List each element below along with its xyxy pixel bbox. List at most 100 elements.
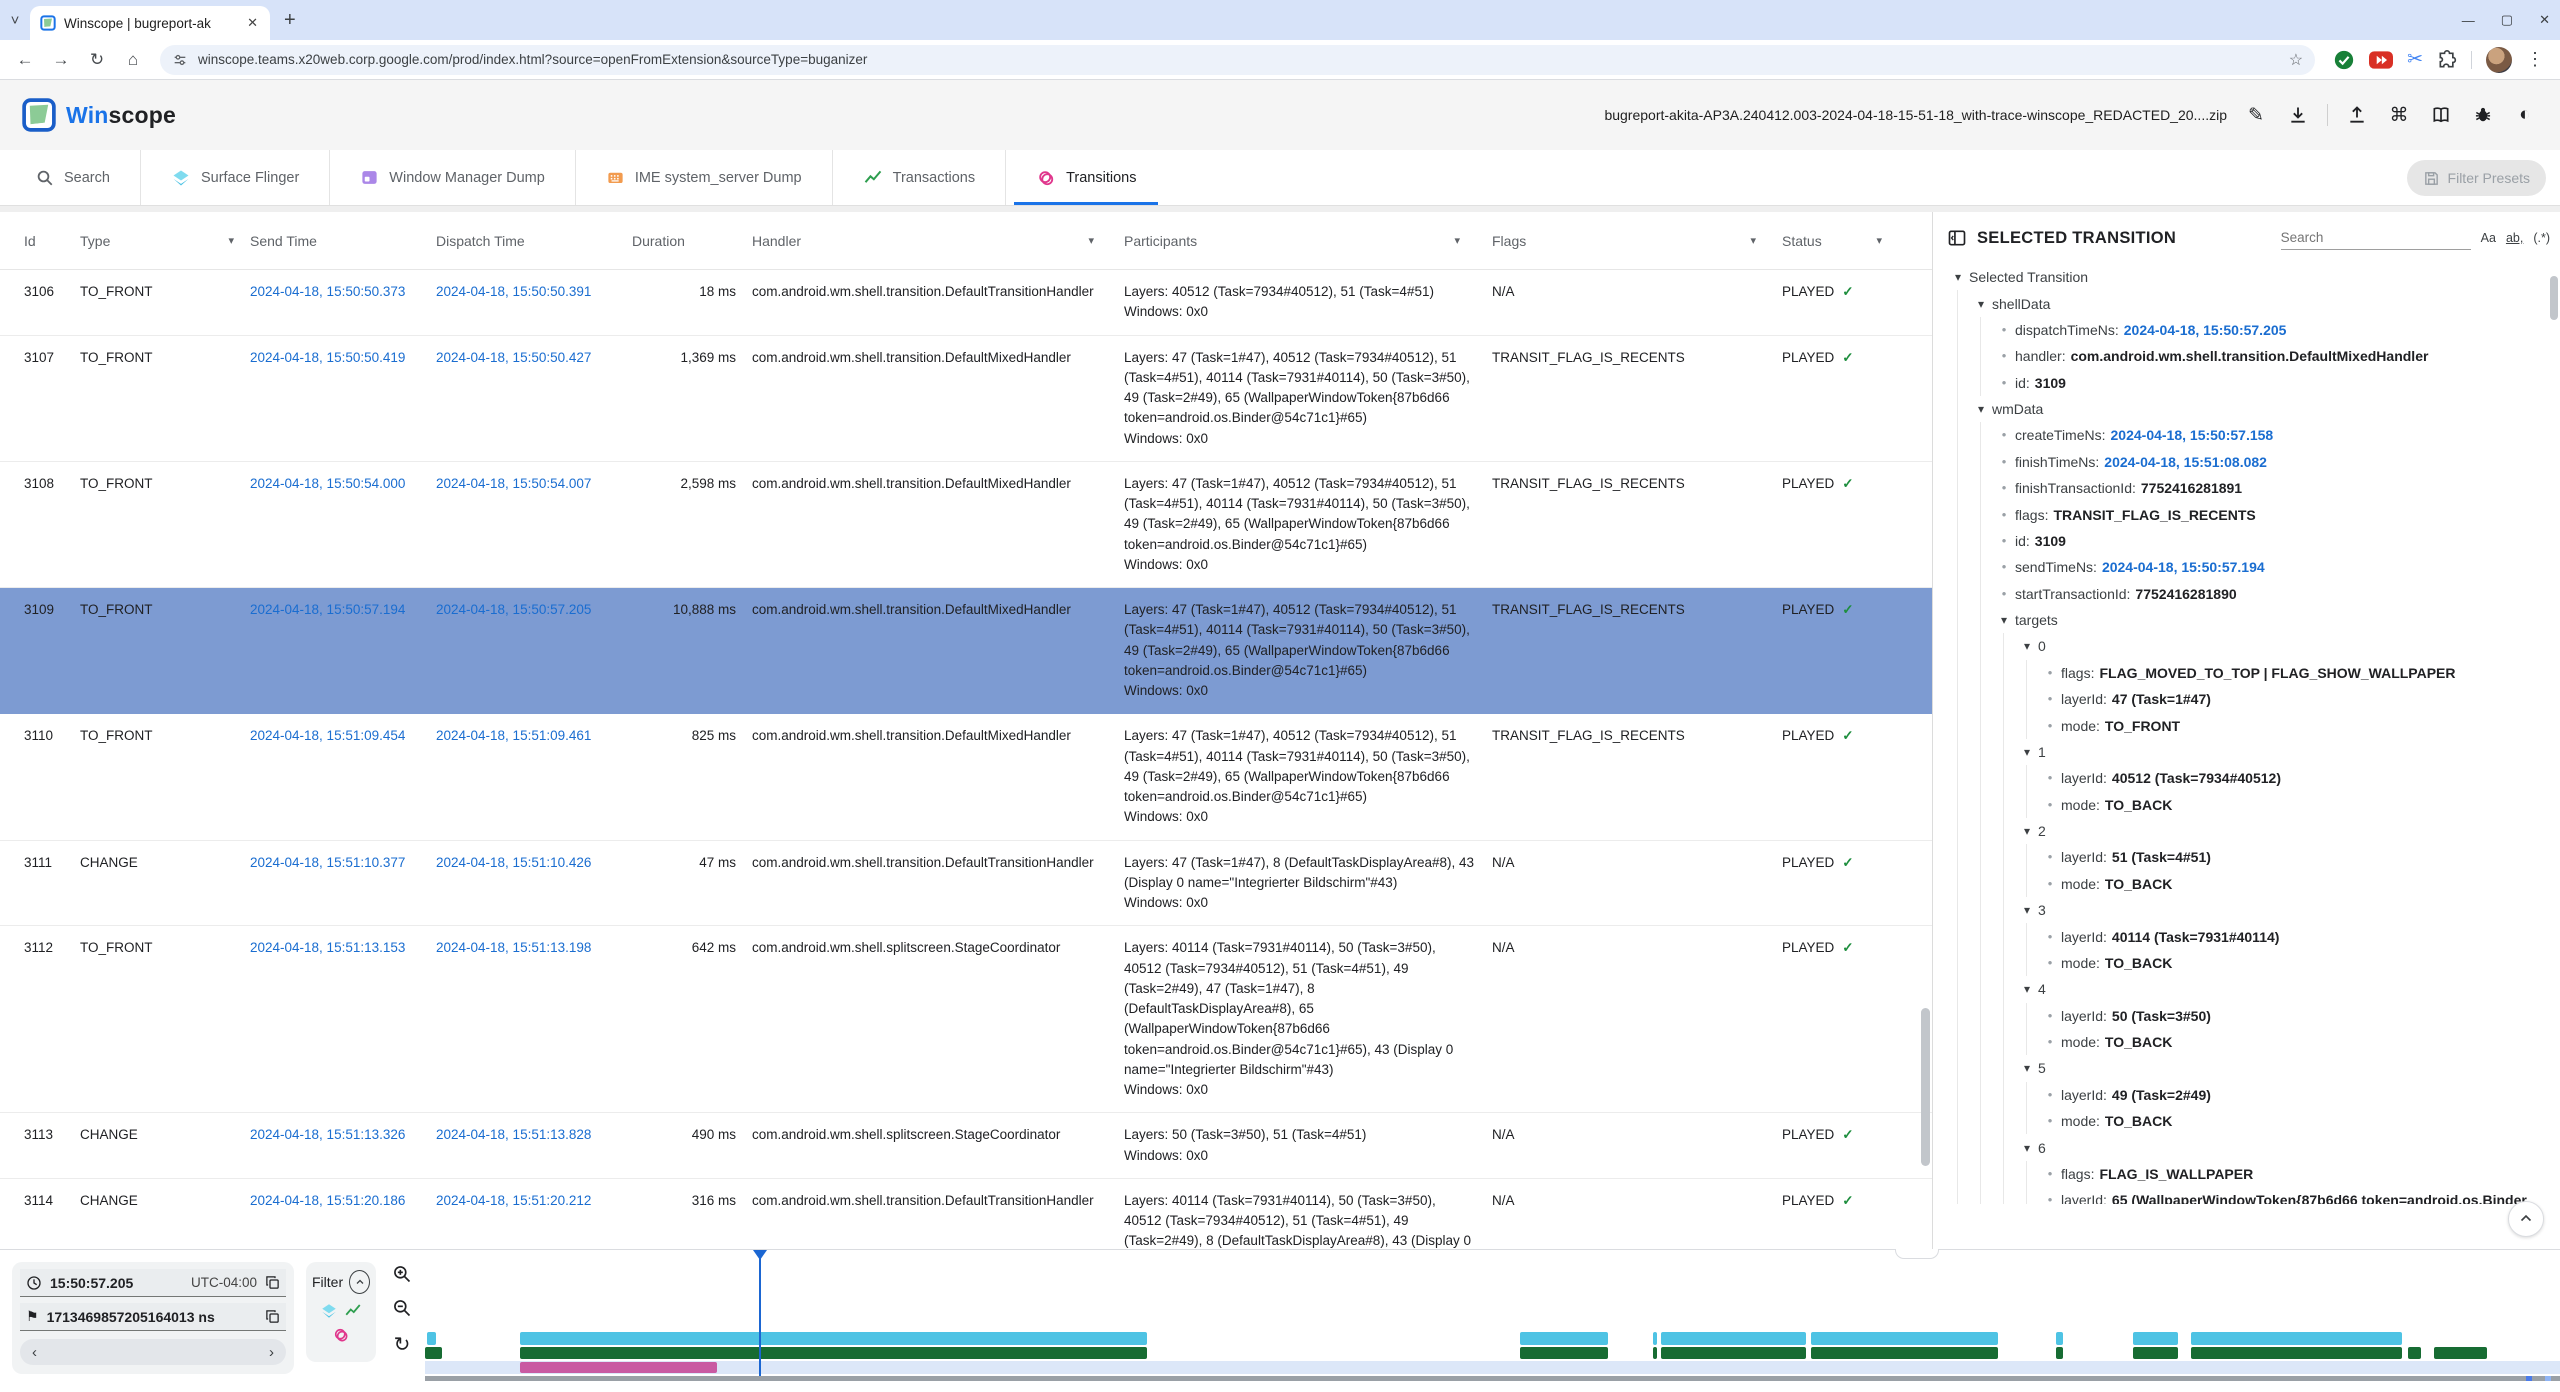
timeline-segment-transactions[interactable] bbox=[2056, 1347, 2063, 1359]
table-row[interactable]: 3114 CHANGE 2024-04-18, 15:51:20.186 2024-0… bbox=[0, 1179, 1932, 1248]
tree-node[interactable]: ▾ 5 bbox=[2016, 1055, 2550, 1081]
table-row[interactable]: 3108 TO_FRONT 2024-04-18, 15:50:54.000 2024… bbox=[0, 462, 1932, 588]
tree-node[interactable]: • dispatchTimeNs: 2024-04-18, 15:50:57.205 bbox=[1993, 317, 2550, 343]
window-close-button[interactable]: ✕ bbox=[2539, 12, 2550, 27]
dispatch-time-link[interactable]: 2024-04-18, 15:50:54.007 bbox=[436, 475, 592, 491]
timeline-segment-surface-flinger[interactable] bbox=[1652, 1332, 1657, 1345]
table-row[interactable]: 3110 TO_FRONT 2024-04-18, 15:51:09.454 2024… bbox=[0, 714, 1932, 841]
timeline-scrollbar[interactable] bbox=[425, 1376, 2560, 1381]
timeline-segment-surface-flinger[interactable] bbox=[1661, 1332, 1807, 1345]
tab-surface-flinger[interactable]: Surface Flinger bbox=[139, 150, 329, 205]
edit-file-icon[interactable]: ✎ bbox=[2248, 104, 2264, 126]
match-case-icon[interactable]: Aa bbox=[2480, 231, 2496, 245]
table-row[interactable]: 3113 CHANGE 2024-04-18, 15:51:13.326 2024-0… bbox=[0, 1113, 1932, 1179]
browser-tab[interactable]: Winscope | bugreport-ak ✕ bbox=[30, 6, 270, 40]
timeline-row-transactions[interactable] bbox=[425, 1347, 2560, 1359]
zoom-in-button[interactable] bbox=[392, 1264, 412, 1284]
timeline-row-surface-flinger[interactable] bbox=[425, 1332, 2560, 1345]
filter-presets-button[interactable]: Filter Presets bbox=[2406, 160, 2546, 196]
forward-button[interactable]: → bbox=[52, 49, 70, 69]
dispatch-time-link[interactable]: 2024-04-18, 15:51:13.828 bbox=[436, 1127, 592, 1143]
timeline-segment-surface-flinger[interactable] bbox=[2133, 1332, 2178, 1345]
tree-node[interactable]: ▾ wmData bbox=[1970, 396, 2550, 422]
expander-icon[interactable]: ▾ bbox=[1977, 402, 1985, 417]
tree-node[interactable]: ▾ Selected Transition bbox=[1947, 264, 2550, 290]
panel-scrollbar[interactable] bbox=[2550, 276, 2558, 320]
extension-scissors-icon[interactable]: ✂ bbox=[2407, 49, 2423, 70]
zoom-out-button[interactable] bbox=[392, 1298, 412, 1318]
table-scrollbar[interactable] bbox=[1921, 1008, 1930, 1166]
tree-node[interactable]: • layerId: 51 (Task=4#51) bbox=[2039, 844, 2550, 870]
timeline-segment-transactions[interactable] bbox=[425, 1347, 443, 1359]
column-filter-icon[interactable]: ▾ bbox=[1876, 235, 1882, 247]
send-time-link[interactable]: 2024-04-18, 15:51:20.186 bbox=[250, 1192, 406, 1208]
tab-ime-dump[interactable]: IME system_server Dump bbox=[574, 150, 832, 205]
timeline-segment-surface-flinger[interactable] bbox=[520, 1332, 1147, 1345]
tab-search-icon[interactable]: ˅ bbox=[10, 11, 20, 29]
timeline-canvas[interactable] bbox=[425, 1250, 2560, 1386]
column-filter-icon[interactable]: ▾ bbox=[1454, 235, 1460, 247]
filter-collapse-button[interactable] bbox=[349, 1270, 370, 1294]
expander-icon[interactable]: ▾ bbox=[2023, 1140, 2031, 1155]
tree-node[interactable]: • mode: TO_FRONT bbox=[2039, 712, 2550, 738]
timeline-segment-transactions[interactable] bbox=[520, 1347, 1147, 1359]
tree-node[interactable]: • mode: TO_BACK bbox=[2039, 1108, 2550, 1134]
tab-close-icon[interactable]: ✕ bbox=[247, 15, 258, 30]
expander-icon[interactable]: ▾ bbox=[2023, 903, 2031, 918]
extensions-puzzle-icon[interactable] bbox=[2437, 49, 2457, 70]
upload-icon[interactable] bbox=[2344, 102, 2370, 128]
report-bug-icon[interactable] bbox=[2470, 102, 2496, 128]
column-filter-icon[interactable]: ▾ bbox=[1750, 235, 1756, 247]
tree-node[interactable]: • mode: TO_BACK bbox=[2039, 871, 2550, 897]
expander-icon[interactable]: ▾ bbox=[2023, 744, 2031, 759]
extension-video-icon[interactable] bbox=[2369, 50, 2394, 69]
bookmark-star-icon[interactable]: ☆ bbox=[2288, 51, 2304, 69]
next-entry-button[interactable]: › bbox=[269, 1343, 274, 1361]
collapse-panel-icon[interactable] bbox=[1947, 228, 1967, 248]
dispatch-time-link[interactable]: 2024-04-18, 15:51:13.198 bbox=[436, 940, 592, 956]
tree-node[interactable]: • mode: TO_BACK bbox=[2039, 950, 2550, 976]
table-row[interactable]: 3106 TO_FRONT 2024-04-18, 15:50:50.373 2024… bbox=[0, 270, 1932, 336]
tree-node[interactable]: • layerId: 65 (WallpaperWindowToken{87b6d6… bbox=[2039, 1187, 2550, 1204]
tree-node[interactable]: ▾ 1 bbox=[2016, 739, 2550, 765]
dark-mode-toggle-icon[interactable]: ◐ bbox=[2519, 104, 2531, 125]
tree-node[interactable]: • flags: TRANSIT_FLAG_IS_RECENTS bbox=[1993, 501, 2550, 527]
dispatch-time-link[interactable]: 2024-04-18, 15:50:50.391 bbox=[436, 284, 592, 299]
tree-node[interactable]: ▾ 6 bbox=[2016, 1134, 2550, 1160]
column-filter-icon[interactable]: ▾ bbox=[1088, 235, 1094, 247]
tree-node[interactable]: • id: 3109 bbox=[1993, 370, 2550, 396]
dispatch-time-link[interactable]: 2024-04-18, 15:50:50.427 bbox=[436, 349, 592, 365]
documentation-icon[interactable] bbox=[2428, 102, 2454, 128]
tree-node[interactable]: • id: 3109 bbox=[1993, 528, 2550, 554]
timeline-segment-surface-flinger[interactable] bbox=[2056, 1332, 2063, 1345]
timeline-segment-surface-flinger[interactable] bbox=[2190, 1332, 2402, 1345]
copy-ns-icon[interactable] bbox=[265, 1309, 280, 1324]
send-time-link[interactable]: 2024-04-18, 15:51:09.454 bbox=[250, 728, 406, 744]
site-settings-icon[interactable] bbox=[172, 52, 188, 68]
column-filter-icon[interactable]: ▾ bbox=[228, 235, 234, 247]
url-text[interactable]: winscope.teams.x20web.corp.google.com/pr… bbox=[198, 52, 868, 67]
timeline-segment-transactions[interactable] bbox=[1652, 1347, 1657, 1359]
send-time-link[interactable]: 2024-04-18, 15:51:13.153 bbox=[250, 940, 406, 956]
table-row[interactable]: 3111 CHANGE 2024-04-18, 15:51:10.377 2024-0… bbox=[0, 841, 1932, 927]
timeline-segment-surface-flinger[interactable] bbox=[1520, 1332, 1608, 1345]
back-button[interactable]: ← bbox=[16, 49, 34, 69]
tree-node[interactable]: ▾ targets bbox=[1993, 607, 2550, 633]
tree-node[interactable]: ▾ 2 bbox=[2016, 818, 2550, 844]
timeline-segment-transitions[interactable] bbox=[520, 1362, 718, 1373]
tab-window-manager-dump[interactable]: Window Manager Dump bbox=[329, 150, 575, 205]
tree-node[interactable]: • sendTimeNs: 2024-04-18, 15:50:57.194 bbox=[1993, 554, 2550, 580]
send-time-link[interactable]: 2024-04-18, 15:51:13.326 bbox=[250, 1127, 406, 1143]
tree-node[interactable]: ▾ 0 bbox=[2016, 633, 2550, 659]
timeline-segment-surface-flinger[interactable] bbox=[427, 1332, 436, 1345]
dispatch-time-link[interactable]: 2024-04-18, 15:51:20.212 bbox=[436, 1192, 592, 1208]
expander-icon[interactable]: ▾ bbox=[2000, 613, 2008, 628]
regex-icon[interactable]: (.*) bbox=[2533, 231, 2550, 245]
send-time-link[interactable]: 2024-04-18, 15:50:50.419 bbox=[250, 349, 406, 365]
dispatch-time-link[interactable]: 2024-04-18, 15:50:57.205 bbox=[436, 602, 592, 617]
tab-transactions[interactable]: Transactions bbox=[831, 150, 1005, 205]
table-row[interactable]: 3112 TO_FRONT 2024-04-18, 15:51:13.153 2024… bbox=[0, 926, 1932, 1114]
new-tab-button[interactable]: + bbox=[284, 8, 296, 31]
window-minimize-button[interactable]: — bbox=[2461, 12, 2475, 28]
tree-node[interactable]: • mode: TO_BACK bbox=[2039, 792, 2550, 818]
